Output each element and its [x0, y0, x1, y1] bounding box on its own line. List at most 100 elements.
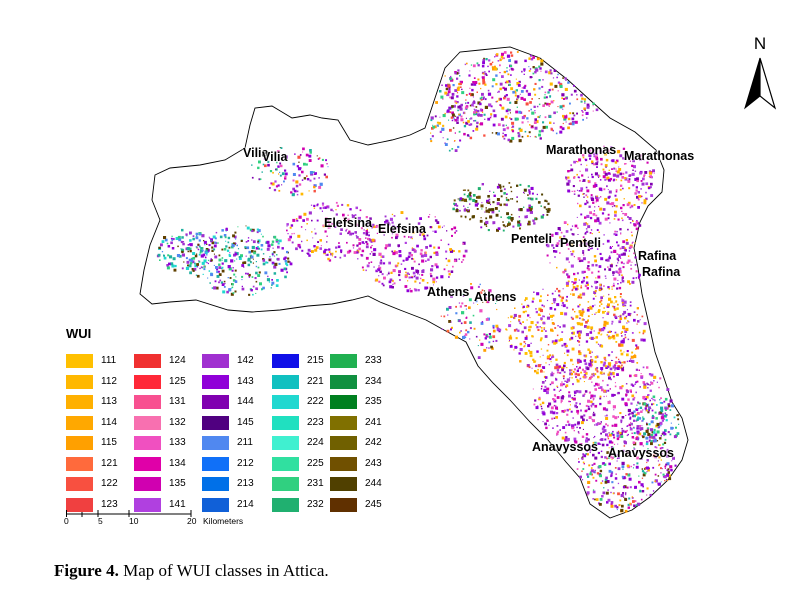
wui-pixel: [623, 249, 625, 251]
wui-pixel: [621, 210, 623, 212]
wui-pixel: [194, 254, 198, 258]
wui-pixel: [484, 118, 486, 120]
wui-pixel: [405, 257, 409, 261]
wui-pixel: [223, 286, 226, 288]
wui-pixel: [650, 373, 654, 377]
wui-pixel: [549, 262, 551, 264]
wui-pixel: [293, 189, 297, 193]
wui-pixel: [419, 252, 423, 256]
scale-tick-5: 5: [98, 516, 103, 526]
wui-pixel: [586, 214, 590, 218]
wui-pixel: [309, 171, 314, 175]
wui-pixel: [370, 261, 373, 263]
wui-pixel: [635, 465, 639, 469]
wui-pixel: [500, 216, 502, 218]
wui-pixel: [563, 342, 567, 346]
wui-pixel: [545, 102, 549, 106]
wui-pixel: [503, 188, 506, 191]
wui-pixel: [657, 475, 660, 477]
wui-pixel: [287, 238, 291, 242]
wui-pixel: [588, 378, 590, 380]
wui-pixel: [608, 457, 610, 459]
wui-pixel: [584, 447, 586, 449]
place-label-athens: Athens: [427, 285, 470, 299]
wui-pixel: [617, 303, 619, 306]
wui-pixel: [577, 322, 581, 326]
wui-pixel: [241, 285, 243, 288]
wui-pixel: [528, 328, 531, 332]
wui-pixel: [640, 338, 644, 342]
wui-pixel: [271, 261, 275, 265]
wui-pixel: [576, 272, 579, 275]
wui-pixel: [546, 316, 550, 320]
wui-pixel: [319, 247, 322, 250]
wui-pixel: [177, 245, 179, 248]
legend-swatch: [66, 497, 93, 512]
wui-pixel: [229, 277, 232, 279]
wui-pixel: [231, 287, 233, 289]
wui-pixel: [406, 272, 409, 275]
wui-pixel: [597, 219, 600, 222]
wui-pixel: [595, 498, 599, 501]
wui-pixel: [582, 179, 586, 182]
wui-pixel: [619, 386, 623, 390]
wui-pixel: [572, 383, 574, 386]
wui-pixel: [629, 283, 631, 285]
wui-pixel: [599, 439, 602, 441]
wui-pixel: [404, 241, 407, 244]
wui-pixel: [591, 173, 593, 176]
wui-pixel: [440, 239, 442, 241]
wui-pixel: [539, 137, 542, 140]
wui-pixel: [451, 111, 454, 115]
wui-pixel: [648, 409, 650, 412]
wui-pixel: [521, 87, 523, 89]
wui-pixel: [577, 431, 580, 433]
wui-pixel: [618, 360, 621, 363]
wui-pixel: [648, 171, 652, 175]
wui-pixel: [570, 358, 573, 362]
wui-pixel: [541, 129, 544, 133]
wui-pixel: [670, 468, 673, 472]
wui-pixel: [574, 373, 577, 375]
wui-pixel: [624, 498, 628, 501]
wui-pixel: [463, 205, 465, 207]
wui-pixel: [641, 468, 644, 470]
wui-pixel: [618, 274, 621, 276]
wui-pixel: [594, 404, 598, 408]
wui-pixel: [630, 422, 633, 426]
wui-pixel: [491, 85, 494, 88]
wui-pixel: [475, 300, 478, 303]
wui-pixel: [637, 276, 640, 278]
wui-pixel: [559, 125, 563, 129]
wui-pixel: [486, 300, 490, 304]
wui-pixel: [671, 427, 674, 430]
wui-pixel: [234, 290, 237, 293]
wui-pixel: [543, 327, 546, 329]
wui-pixel: [610, 378, 612, 381]
wui-pixel: [614, 382, 616, 384]
wui-pixel: [510, 64, 513, 67]
legend-item: 212: [202, 456, 272, 471]
wui-pixel: [525, 335, 528, 337]
scale-tick-20: 20: [187, 516, 197, 526]
wui-pixel: [487, 195, 490, 198]
wui-pixel: [576, 378, 578, 381]
wui-pixel: [514, 117, 518, 121]
wui-pixel: [595, 295, 597, 297]
wui-pixel: [181, 250, 184, 254]
wui-pixel: [586, 376, 588, 378]
wui-pixel: [389, 285, 393, 289]
wui-pixel: [465, 329, 468, 332]
wui-pixel: [489, 215, 493, 219]
wui-pixel: [625, 414, 627, 416]
wui-pixel: [608, 447, 610, 449]
wui-pixel: [627, 216, 629, 218]
wui-pixel: [628, 250, 631, 252]
legend-item: 214: [202, 497, 272, 512]
wui-pixel: [601, 495, 604, 498]
wui-pixel: [395, 233, 399, 237]
wui-pixel: [595, 446, 597, 448]
wui-pixel: [612, 246, 613, 247]
wui-pixel: [404, 285, 408, 288]
wui-pixel: [287, 233, 289, 235]
